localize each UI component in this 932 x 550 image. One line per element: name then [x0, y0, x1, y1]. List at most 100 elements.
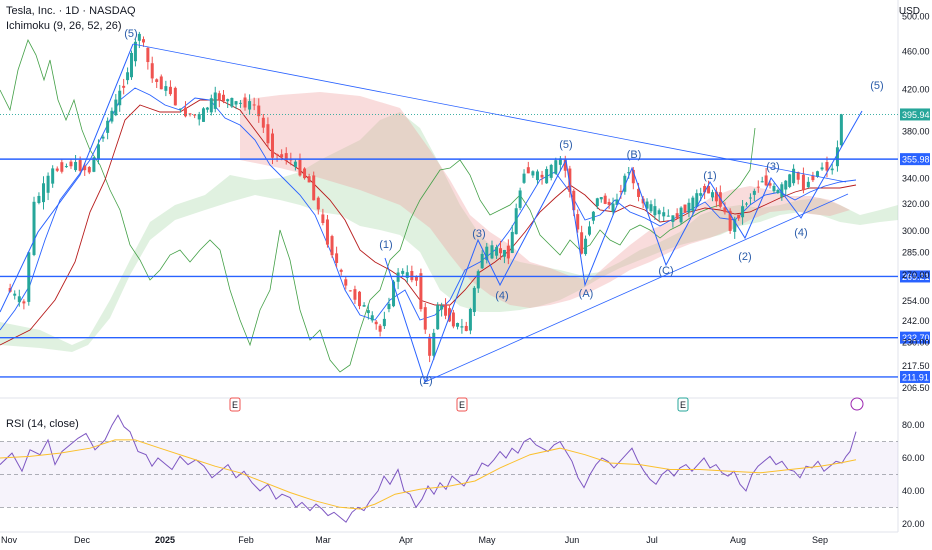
- candle-body: [370, 315, 374, 321]
- time-axis-tick: Apr: [399, 535, 413, 545]
- price-axis-tick: 320.00: [902, 199, 930, 209]
- candle-body: [653, 206, 657, 216]
- elliott-wave-label: (4): [794, 227, 807, 239]
- elliott-wave-label: (2): [419, 375, 432, 387]
- candle-body: [580, 232, 584, 254]
- candle-body: [226, 99, 230, 102]
- candle-body: [183, 107, 187, 117]
- candle-body: [221, 94, 225, 102]
- candle-body: [627, 172, 631, 174]
- candle-body: [679, 207, 683, 223]
- candle-body: [514, 208, 518, 235]
- candle-body: [275, 154, 279, 156]
- candle-body: [419, 273, 423, 310]
- candle-body: [476, 271, 480, 289]
- price-axis-tick: 285.00: [902, 248, 930, 258]
- candle-body: [631, 169, 635, 184]
- candle-body: [401, 270, 405, 274]
- elliott-wave-label: (B): [627, 149, 642, 161]
- candle-body: [92, 157, 96, 172]
- price-level-label: 232.70: [902, 333, 930, 343]
- candle-body: [615, 199, 619, 205]
- candle-body: [78, 160, 82, 171]
- candle-body: [293, 161, 297, 167]
- price-axis-tick: 254.00: [902, 296, 930, 306]
- descending-trendline: [132, 43, 847, 183]
- candle-body: [572, 190, 576, 211]
- candle-body: [447, 308, 451, 322]
- candle-body: [444, 305, 448, 316]
- wave-path-impulse-2: [384, 110, 863, 384]
- last-price-tag: [900, 108, 930, 121]
- time-axis-tick: Aug: [730, 535, 746, 545]
- price-level-label: 269.21: [902, 272, 930, 282]
- price-axis-tick: 340.00: [902, 173, 930, 183]
- candle-body: [472, 287, 476, 313]
- candle-body: [510, 231, 514, 253]
- candle-body: [764, 175, 768, 186]
- candle-body: [22, 301, 26, 304]
- candle-body: [662, 212, 666, 217]
- candle-body: [164, 86, 168, 91]
- candle-body: [699, 193, 703, 196]
- elliott-wave-label: (5): [559, 139, 572, 151]
- candle-body: [193, 114, 197, 116]
- price-axis-tick: 270.00: [902, 270, 930, 280]
- candle-body: [205, 107, 209, 110]
- price-axis-tick: 242.00: [902, 316, 930, 326]
- candle-body: [591, 211, 595, 221]
- candle-body: [252, 104, 256, 106]
- candle-body: [768, 183, 772, 186]
- candle-body: [820, 167, 824, 170]
- candle-body: [756, 186, 760, 188]
- rsi-indicator-label[interactable]: RSI (14, close): [6, 418, 79, 430]
- candle-body: [806, 181, 810, 188]
- candle-body: [815, 171, 819, 177]
- earnings-marker-label: E: [459, 400, 465, 410]
- candle-body: [531, 171, 535, 176]
- price-level-tag: [900, 270, 930, 283]
- candle-body: [392, 281, 396, 307]
- elliott-wave-label: (1): [703, 170, 716, 182]
- price-level-tag: [900, 153, 930, 166]
- elliott-wave-label: (3): [472, 228, 485, 240]
- elliott-wave-label: (C): [658, 265, 673, 277]
- candle-body: [587, 226, 591, 235]
- candle-body: [280, 154, 284, 158]
- price-axis-tick: 380.00: [902, 127, 930, 137]
- candle-body: [312, 175, 316, 201]
- candle-body: [522, 173, 526, 183]
- candle-body: [436, 305, 440, 330]
- candle-body: [173, 87, 177, 106]
- candle-body: [772, 185, 776, 192]
- candle-body: [695, 193, 699, 207]
- candle-body: [238, 102, 242, 104]
- candle-body: [456, 323, 460, 327]
- candle-body: [440, 305, 444, 310]
- ichimoku-indicator-label[interactable]: Ichimoku (9, 26, 52, 26): [6, 20, 122, 32]
- candle-body: [549, 164, 553, 178]
- candle-body: [51, 168, 55, 184]
- candle-body: [344, 279, 348, 286]
- candle-body: [830, 168, 834, 171]
- candle-body: [122, 85, 126, 88]
- wave-path-impulse-1: [0, 43, 134, 313]
- candle-body: [243, 97, 247, 108]
- candle-body: [428, 336, 432, 356]
- candle-body: [114, 99, 118, 116]
- candle-body: [106, 120, 110, 133]
- price-axis-tick: 460.00: [902, 46, 930, 56]
- candle-body: [811, 175, 815, 181]
- candle-body: [649, 204, 653, 212]
- candle-body: [825, 162, 829, 171]
- dividend-event-icon: [850, 397, 864, 411]
- candle-body: [737, 214, 741, 219]
- candle-body: [748, 197, 752, 199]
- candle-body: [234, 101, 238, 105]
- symbol-title[interactable]: Tesla, Inc. · 1D · NASDAQ: [6, 5, 136, 17]
- candle-body: [87, 167, 91, 173]
- candle-body: [691, 197, 695, 211]
- candle-body: [563, 159, 567, 171]
- candle-body: [526, 167, 530, 174]
